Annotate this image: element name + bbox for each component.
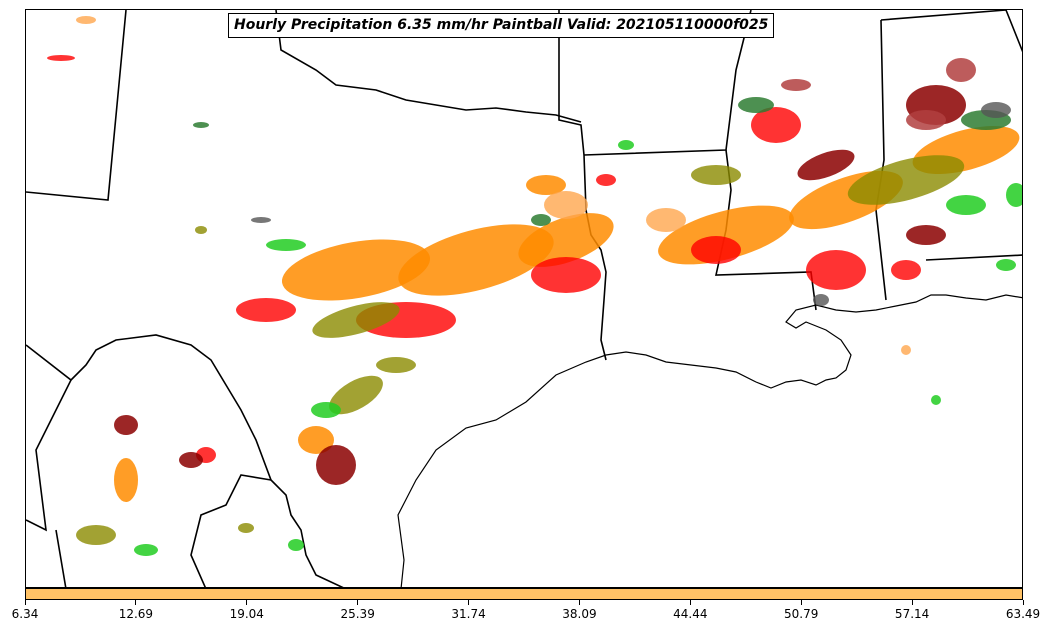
colorbar-tick-label: 50.79 (784, 607, 819, 621)
state-borders (26, 10, 1022, 587)
colorbar-tick (135, 600, 137, 605)
map-panel (25, 9, 1023, 588)
colorbar-tick-label: 63.49 (1005, 607, 1041, 621)
colorbar-tick (578, 600, 580, 605)
colorbar (25, 588, 1023, 600)
colorbar-tick-label: 19.04 (229, 607, 264, 621)
colorbar-tick (468, 600, 470, 605)
colorbar-tick-label: 25.39 (340, 607, 375, 621)
colorbar-tick-label: 38.09 (562, 607, 597, 621)
colorbar-tick-label: 12.69 (118, 607, 154, 621)
paintball-precip (47, 16, 1022, 556)
colorbar-tick (800, 600, 802, 605)
colorbar-tick (911, 600, 913, 605)
colorbar-tick (24, 600, 26, 605)
colorbar-tick-label: 44.44 (673, 607, 708, 621)
map-title: Hourly Precipitation 6.35 mm/hr Paintbal… (228, 13, 775, 38)
colorbar-tick (357, 600, 359, 605)
colorbar-tick-label: 31.74 (451, 607, 486, 621)
precipitation-map (26, 10, 1022, 587)
colorbar-tick (246, 600, 248, 605)
colorbar-tick-label: 57.14 (894, 607, 930, 621)
colorbar-tick (1022, 600, 1024, 605)
coastline (397, 294, 1022, 587)
colorbar-tick-label: 6.34 (11, 607, 39, 621)
colorbar-tick (689, 600, 691, 605)
